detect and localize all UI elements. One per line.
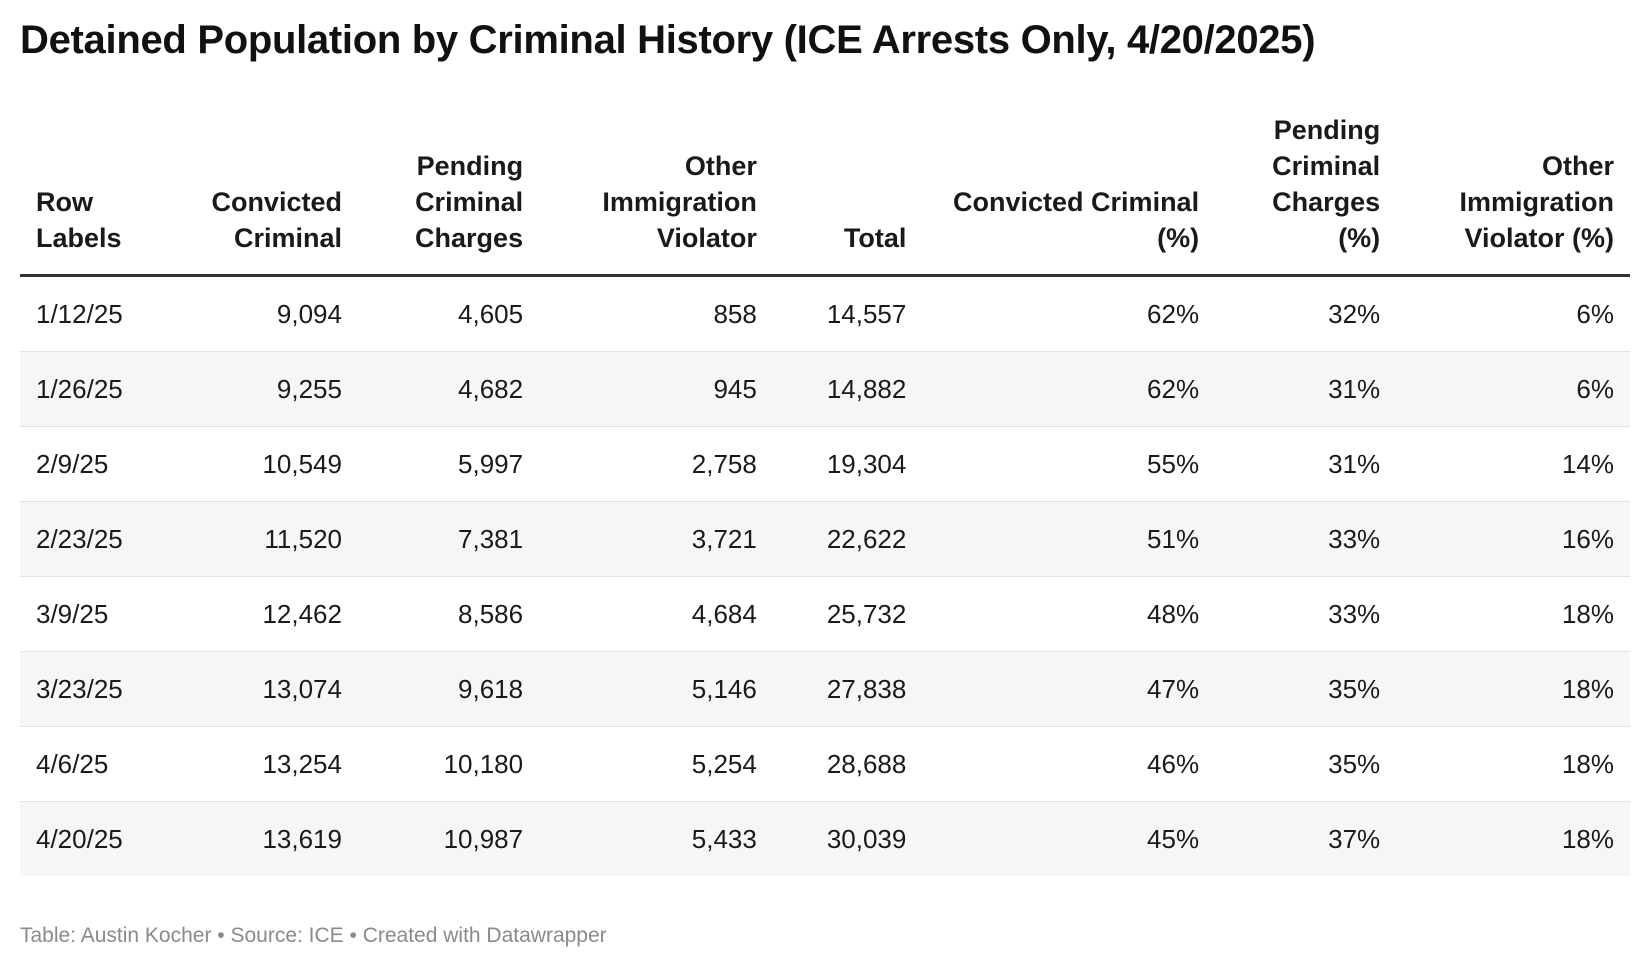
pending-criminal-charges-pct-cell: 32% (1215, 275, 1397, 352)
convicted-criminal-pct-cell: 51% (922, 501, 1216, 577)
convicted-criminal-cell: 11,520 (172, 501, 358, 577)
convicted-criminal-cell: 13,254 (172, 726, 358, 802)
column-header-convicted-criminal: Convicted Criminal (172, 112, 358, 277)
pending-criminal-charges-pct-cell: 37% (1215, 801, 1397, 876)
table-row: 2/9/25 10,549 5,997 2,758 19,304 55% 31% 14% (20, 426, 1630, 502)
other-immigration-violator-pct-cell: 18% (1396, 651, 1630, 727)
other-immigration-violator-pct-cell: 6% (1396, 351, 1630, 427)
convicted-criminal-cell: 12,462 (172, 576, 358, 652)
total-cell: 14,882 (772, 351, 923, 427)
row-label-cell: 2/23/25 (20, 501, 173, 577)
column-header-pending-criminal-charges-pct: Pending Criminal Charges (%) (1215, 112, 1397, 277)
row-label-cell: 4/6/25 (20, 726, 173, 802)
table-row: 4/20/25 13,619 10,987 5,433 30,039 45% 37% 18% (20, 801, 1630, 876)
row-label-cell: 3/23/25 (20, 651, 173, 727)
total-cell: 14,557 (772, 275, 923, 352)
other-immigration-violator-cell: 4,684 (539, 576, 773, 652)
row-label-cell: 1/26/25 (20, 351, 173, 427)
other-immigration-violator-cell: 945 (539, 351, 773, 427)
convicted-criminal-pct-cell: 62% (922, 275, 1216, 352)
other-immigration-violator-cell: 858 (539, 275, 773, 352)
other-immigration-violator-pct-cell: 18% (1396, 576, 1630, 652)
other-immigration-violator-cell: 2,758 (539, 426, 773, 502)
pending-criminal-charges-cell: 7,381 (357, 501, 540, 577)
pending-criminal-charges-pct-cell: 31% (1215, 351, 1397, 427)
other-immigration-violator-cell: 5,433 (539, 801, 773, 876)
convicted-criminal-pct-cell: 62% (922, 351, 1216, 427)
table-row: 3/23/25 13,074 9,618 5,146 27,838 47% 35% 18% (20, 651, 1630, 727)
table-row: 2/23/25 11,520 7,381 3,721 22,622 51% 33% 16% (20, 501, 1630, 577)
total-cell: 25,732 (772, 576, 923, 652)
table-header: Row Labels Convicted Criminal Pending Cr… (20, 112, 1630, 277)
table-row: 1/12/25 9,094 4,605 858 14,557 62% 32% 6% (20, 275, 1630, 352)
chart-title: Detained Population by Criminal History … (20, 18, 1316, 62)
convicted-criminal-cell: 9,094 (172, 275, 358, 352)
total-cell: 19,304 (772, 426, 923, 502)
pending-criminal-charges-pct-cell: 33% (1215, 576, 1397, 652)
row-label-cell: 2/9/25 (20, 426, 173, 502)
table-row: 1/26/25 9,255 4,682 945 14,882 62% 31% 6% (20, 351, 1630, 427)
total-cell: 22,622 (772, 501, 923, 577)
total-cell: 27,838 (772, 651, 923, 727)
other-immigration-violator-pct-cell: 16% (1396, 501, 1630, 577)
row-label-cell: 3/9/25 (20, 576, 173, 652)
data-table: Row Labels Convicted Criminal Pending Cr… (20, 112, 1630, 876)
total-cell: 28,688 (772, 726, 923, 802)
pending-criminal-charges-cell: 5,997 (357, 426, 540, 502)
column-header-total: Total (772, 112, 923, 277)
pending-criminal-charges-cell: 10,180 (357, 726, 540, 802)
other-immigration-violator-cell: 5,254 (539, 726, 773, 802)
pending-criminal-charges-cell: 8,586 (357, 576, 540, 652)
column-header-convicted-criminal-pct: Convicted Criminal (%) (922, 112, 1216, 277)
other-immigration-violator-pct-cell: 14% (1396, 426, 1630, 502)
convicted-criminal-cell: 13,074 (172, 651, 358, 727)
convicted-criminal-pct-cell: 46% (922, 726, 1216, 802)
convicted-criminal-pct-cell: 55% (922, 426, 1216, 502)
pending-criminal-charges-pct-cell: 33% (1215, 501, 1397, 577)
row-label-cell: 4/20/25 (20, 801, 173, 876)
column-header-pending-criminal-charges: Pending Criminal Charges (357, 112, 540, 277)
pending-criminal-charges-pct-cell: 35% (1215, 651, 1397, 727)
pending-criminal-charges-cell: 4,682 (357, 351, 540, 427)
other-immigration-violator-pct-cell: 18% (1396, 726, 1630, 802)
pending-criminal-charges-cell: 4,605 (357, 275, 540, 352)
pending-criminal-charges-pct-cell: 31% (1215, 426, 1397, 502)
convicted-criminal-pct-cell: 45% (922, 801, 1216, 876)
convicted-criminal-cell: 9,255 (172, 351, 358, 427)
table-row: 3/9/25 12,462 8,586 4,684 25,732 48% 33% 18% (20, 576, 1630, 652)
column-header-row-labels: Row Labels (20, 112, 173, 277)
pending-criminal-charges-pct-cell: 35% (1215, 726, 1397, 802)
convicted-criminal-pct-cell: 48% (922, 576, 1216, 652)
row-label-cell: 1/12/25 (20, 275, 173, 352)
source-footer: Table: Austin Kocher • Source: ICE • Cre… (20, 924, 607, 947)
table-row: 4/6/25 13,254 10,180 5,254 28,688 46% 35% 18% (20, 726, 1630, 802)
other-immigration-violator-pct-cell: 6% (1396, 275, 1630, 352)
total-cell: 30,039 (772, 801, 923, 876)
convicted-criminal-cell: 13,619 (172, 801, 358, 876)
convicted-criminal-pct-cell: 47% (922, 651, 1216, 727)
pending-criminal-charges-cell: 10,987 (357, 801, 540, 876)
column-header-other-immigration-violator-pct: Other Immigration Violator (%) (1396, 112, 1630, 277)
table-body: 1/12/25 9,094 4,605 858 14,557 62% 32% 6% 1/26/2… (20, 275, 1630, 876)
other-immigration-violator-cell: 3,721 (539, 501, 773, 577)
other-immigration-violator-cell: 5,146 (539, 651, 773, 727)
other-immigration-violator-pct-cell: 18% (1396, 801, 1630, 876)
header-row: Row Labels Convicted Criminal Pending Cr… (20, 112, 1630, 277)
column-header-other-immigration-violator: Other Immigration Violator (539, 112, 773, 277)
convicted-criminal-cell: 10,549 (172, 426, 358, 502)
pending-criminal-charges-cell: 9,618 (357, 651, 540, 727)
